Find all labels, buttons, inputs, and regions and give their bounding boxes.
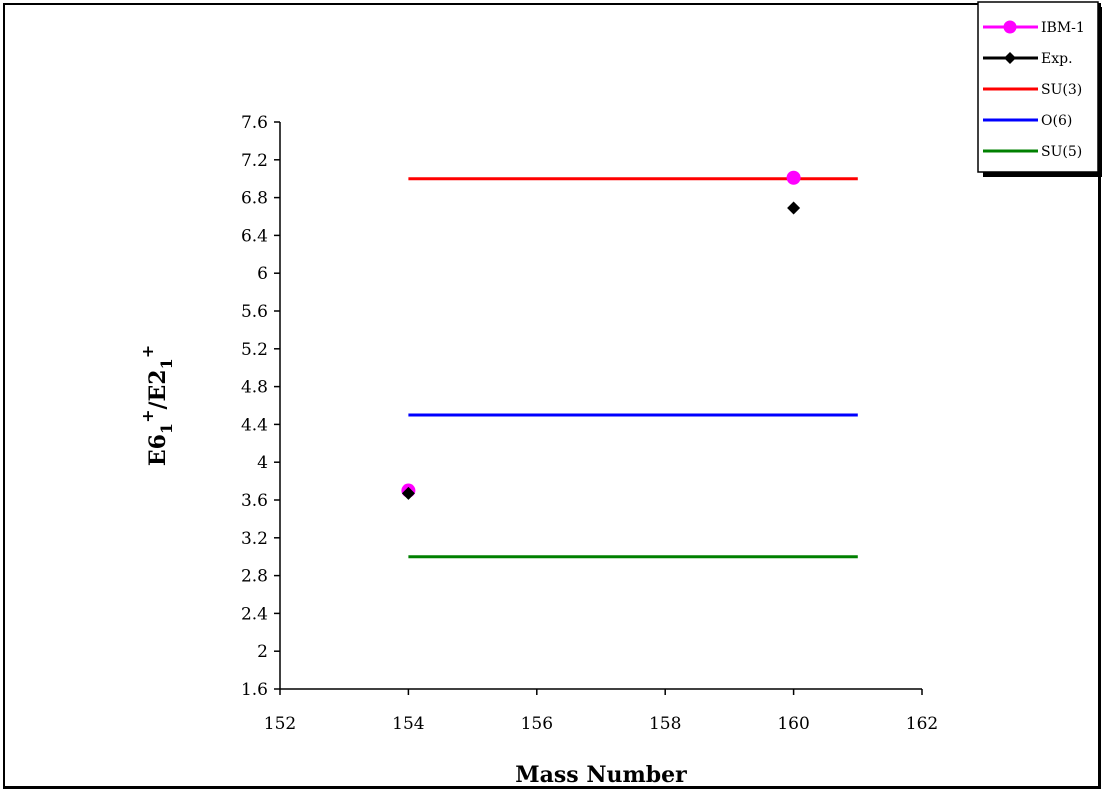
legend-label: SU(5): [1041, 144, 1082, 160]
legend-label: SU(3): [1041, 82, 1082, 98]
y-tick-label: 2.8: [241, 567, 268, 587]
exp-point: [787, 201, 801, 215]
x-tick-label: 152: [264, 714, 296, 734]
y-label-sup1: +: [138, 410, 157, 423]
y-tick-label: 2: [257, 642, 268, 662]
y-tick-label: 6.8: [241, 189, 268, 209]
x-axis-title: Mass Number: [515, 762, 687, 788]
y-tick-label: 3.6: [241, 491, 268, 511]
y-tick-label: 3.2: [241, 529, 268, 549]
y-tick-label: 5.6: [241, 302, 268, 322]
legend-label: O(6): [1041, 113, 1072, 129]
y-axis-title-text: E61+/E21+: [138, 345, 176, 466]
y-tick-label: 7.2: [241, 151, 268, 171]
y-tick-label: 7.6: [241, 113, 268, 133]
x-axis-ticks: 152 154 156 158 160 162: [264, 689, 938, 734]
x-tick-label: 162: [906, 714, 938, 734]
y-label-sub2: 1: [157, 358, 176, 369]
y-axis-ticks: 1.6 2 2.4 2.8 3.2 3.6 4 4.4 4.8 5.2 5.6 6 6.4 6.8 7.2 7…: [241, 113, 280, 700]
x-tick-label: 160: [777, 714, 809, 734]
legend-box: [977, 1, 1099, 173]
y-label-mid: /E2: [145, 369, 171, 409]
exp-point: [401, 486, 415, 500]
y-tick-label: 1.6: [241, 680, 268, 700]
legend-marker-diamond: [1004, 52, 1016, 64]
legend-marker-circle: [1003, 20, 1017, 34]
series-layer: [401, 170, 858, 559]
legend-items: IBM-1 Exp. SU(3) O(6) SU(5): [983, 20, 1085, 160]
y-tick-label: 2.4: [241, 604, 268, 624]
legend: IBM-1 Exp. SU(3) O(6) SU(5): [977, 1, 1102, 177]
y-tick-label: 5.2: [241, 340, 268, 360]
chart-frame: [3, 3, 1101, 789]
y-label-sup2: +: [138, 345, 157, 358]
legend-label: Exp.: [1041, 51, 1073, 67]
x-tick-label: 158: [649, 714, 681, 734]
y-tick-label: 6.4: [241, 226, 268, 246]
x-tick-label: 156: [521, 714, 553, 734]
y-tick-label: 4.8: [241, 378, 268, 398]
y-label-sub1: 1: [157, 423, 176, 434]
y-label-main: E6: [145, 434, 171, 466]
axes: [279, 122, 922, 690]
y-tick-label: 4: [257, 453, 268, 473]
legend-label: IBM-1: [1041, 20, 1085, 36]
ibm1-point: [786, 170, 801, 185]
y-tick-label: 4.4: [241, 415, 268, 435]
x-tick-label: 154: [392, 714, 424, 734]
y-tick-label: 6: [257, 264, 268, 284]
y-axis-title: E61+/E21+: [138, 345, 176, 466]
